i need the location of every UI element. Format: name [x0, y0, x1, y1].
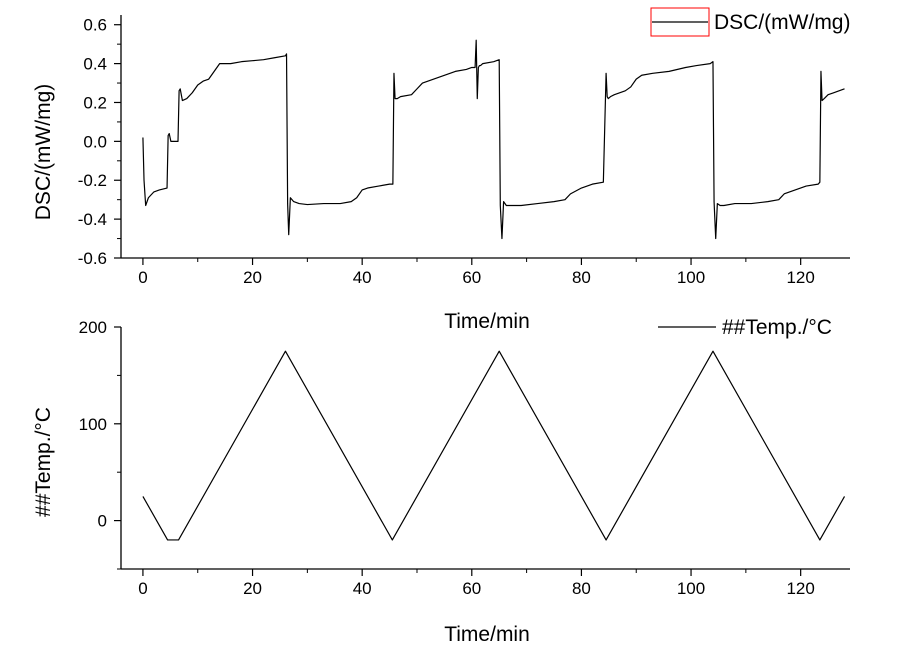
temperature-x-tick-label: 60 — [462, 579, 481, 598]
temperature-series — [142, 350, 846, 541]
temperature-y-ticks: 0 100 200 — [79, 318, 121, 570]
dsc-x-ticks: 0 20 40 60 80 100 120 — [138, 258, 815, 287]
temperature-legend-label: ##Temp./°C — [722, 316, 832, 339]
dsc-x-tick-label: 120 — [786, 268, 814, 287]
temperature-x-ticks: 0 20 40 60 80 100 120 — [138, 569, 815, 598]
temperature-x-tick-label: 0 — [138, 579, 147, 598]
temperature-y-tick-label: 100 — [79, 415, 107, 434]
temperature-x-tick-label: 120 — [786, 579, 814, 598]
dsc-y-tick-label: 0.0 — [83, 132, 107, 151]
temperature-x-tick-label: 100 — [677, 579, 705, 598]
dsc-x-tick-label: 40 — [353, 268, 372, 287]
dsc-series — [142, 39, 845, 240]
dsc-y-tick-label: 0.2 — [83, 93, 107, 112]
dsc-x-tick-label: 20 — [243, 268, 262, 287]
dsc-y-tick-label: 0.6 — [83, 16, 107, 35]
dsc-y-tick-label: -0.4 — [78, 210, 107, 229]
dsc-x-tick-label: 60 — [462, 268, 481, 287]
temperature-y-axis-label: ##Temp./°C — [32, 407, 55, 517]
dsc-x-tick-label: 80 — [572, 268, 591, 287]
temperature-series-line-0 — [142, 350, 846, 541]
dsc-legend-label: DSC/(mW/mg) — [714, 11, 850, 34]
temperature-y-tick-label: 0 — [98, 512, 107, 531]
temperature-chart: 0 20 40 60 80 100 120 0 100 200 ##Temp./°C Time/… — [32, 316, 850, 646]
temperature-x-axis-label: Time/min — [444, 623, 530, 646]
dsc-legend-box — [650, 7, 710, 37]
dsc-y-ticks: -0.6 -0.4 -0.2 0.0 0.2 0.4 0.6 — [78, 16, 121, 268]
temperature-legend: ##Temp./°C — [658, 316, 832, 339]
dsc-legend: DSC/(mW/mg) — [650, 7, 850, 37]
dsc-x-tick-label: 0 — [138, 268, 147, 287]
dsc-axes — [120, 15, 850, 259]
dsc-y-tick-label: -0.6 — [78, 249, 107, 268]
dsc-chart: 0 20 40 60 80 100 120 -0.6 -0.4 -0.2 0.0 0.2 0.4 0.6… — [32, 7, 850, 333]
dsc-y-tick-label: 0.4 — [83, 55, 107, 74]
dsc-series-line-0 — [142, 39, 845, 240]
temperature-y-tick-label: 200 — [79, 318, 107, 337]
temperature-x-tick-label: 20 — [243, 579, 262, 598]
dsc-x-tick-label: 100 — [677, 268, 705, 287]
temperature-x-tick-label: 40 — [353, 579, 372, 598]
dsc-y-axis-label: DSC/(mW/mg) — [32, 84, 55, 220]
dsc-y-tick-label: -0.2 — [78, 171, 107, 190]
temperature-x-tick-label: 80 — [572, 579, 591, 598]
dsc-x-axis-label: Time/min — [444, 310, 530, 333]
temperature-axes — [120, 327, 850, 570]
